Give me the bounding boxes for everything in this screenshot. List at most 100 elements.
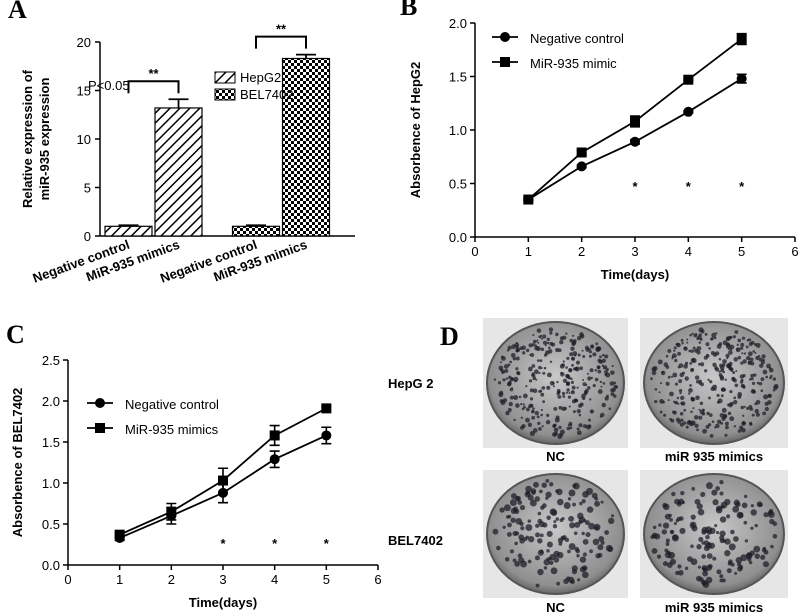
colony <box>736 348 739 351</box>
y-tick-label: 0.0 <box>42 558 60 573</box>
colony <box>754 553 760 559</box>
colony <box>681 342 684 345</box>
colony <box>610 392 615 396</box>
colony <box>753 373 757 377</box>
colony <box>719 363 723 368</box>
colony <box>512 558 517 563</box>
colony <box>537 421 541 426</box>
marker <box>736 73 747 84</box>
colony <box>715 351 720 356</box>
colony <box>514 531 520 536</box>
colony <box>763 394 769 400</box>
colony <box>605 372 611 378</box>
colony <box>582 552 587 557</box>
colony <box>707 378 710 381</box>
colony <box>509 360 512 364</box>
colony <box>540 334 543 337</box>
colony <box>597 358 602 363</box>
colony <box>736 511 744 519</box>
x-tick-label: 3 <box>631 244 638 259</box>
colony <box>537 511 542 516</box>
colony <box>703 545 710 552</box>
colony <box>736 343 739 346</box>
colony <box>650 535 655 540</box>
colony <box>609 381 615 386</box>
colony <box>552 432 557 437</box>
colony <box>732 505 740 513</box>
colony <box>715 486 720 491</box>
colony <box>520 526 525 531</box>
colony <box>724 425 729 430</box>
colony <box>557 498 564 506</box>
colony <box>691 358 697 363</box>
colony <box>750 504 754 508</box>
colony <box>531 364 536 368</box>
colony <box>565 391 569 394</box>
colony <box>772 533 778 539</box>
colony <box>683 364 688 369</box>
colony <box>716 344 722 349</box>
colony <box>540 413 543 417</box>
colony <box>592 352 597 357</box>
panel-label: D <box>440 322 459 351</box>
colony <box>689 333 693 337</box>
colony <box>739 380 744 384</box>
colony <box>584 345 590 351</box>
colony <box>706 411 710 416</box>
colony <box>743 352 747 355</box>
colony <box>694 498 701 505</box>
x-tick-label: 2 <box>578 244 585 259</box>
colony <box>552 424 556 428</box>
colony <box>567 497 572 501</box>
colony <box>711 332 717 338</box>
colony <box>568 515 575 522</box>
marker <box>630 116 640 127</box>
colony <box>678 389 683 393</box>
colony <box>733 357 738 362</box>
colony <box>528 366 533 372</box>
colony <box>529 388 534 393</box>
colony <box>571 385 576 390</box>
colony <box>672 372 678 378</box>
legend-label: BEL7402 <box>240 87 294 102</box>
colony <box>670 530 674 534</box>
colony <box>730 529 735 535</box>
colony <box>669 417 673 421</box>
colony <box>520 402 523 406</box>
colony <box>594 496 599 501</box>
colony <box>516 348 519 351</box>
colony <box>601 364 605 367</box>
colony <box>686 341 689 344</box>
colony <box>678 379 683 384</box>
column-label: miR 935 mimics <box>665 449 763 464</box>
colony <box>510 517 516 523</box>
colony <box>525 348 530 353</box>
colony <box>588 348 591 351</box>
colony <box>747 360 751 364</box>
colony <box>651 366 657 372</box>
colony <box>585 532 591 538</box>
colony <box>507 375 512 380</box>
colony <box>557 551 564 559</box>
colony <box>604 530 610 535</box>
colony <box>676 396 680 400</box>
colony <box>558 405 563 410</box>
bar <box>104 225 153 237</box>
colony <box>546 515 551 521</box>
colony <box>546 557 551 561</box>
colony <box>726 357 729 360</box>
colony <box>579 566 586 573</box>
colony <box>525 385 528 388</box>
colony <box>726 514 731 519</box>
colony <box>728 350 733 355</box>
colony <box>750 361 755 366</box>
colony <box>733 536 739 542</box>
colony <box>563 406 567 411</box>
colony <box>573 531 578 536</box>
y-tick-label: 0.5 <box>449 177 467 192</box>
colony <box>576 554 580 558</box>
colony <box>546 549 550 553</box>
colony <box>768 367 774 373</box>
colony <box>750 389 756 394</box>
